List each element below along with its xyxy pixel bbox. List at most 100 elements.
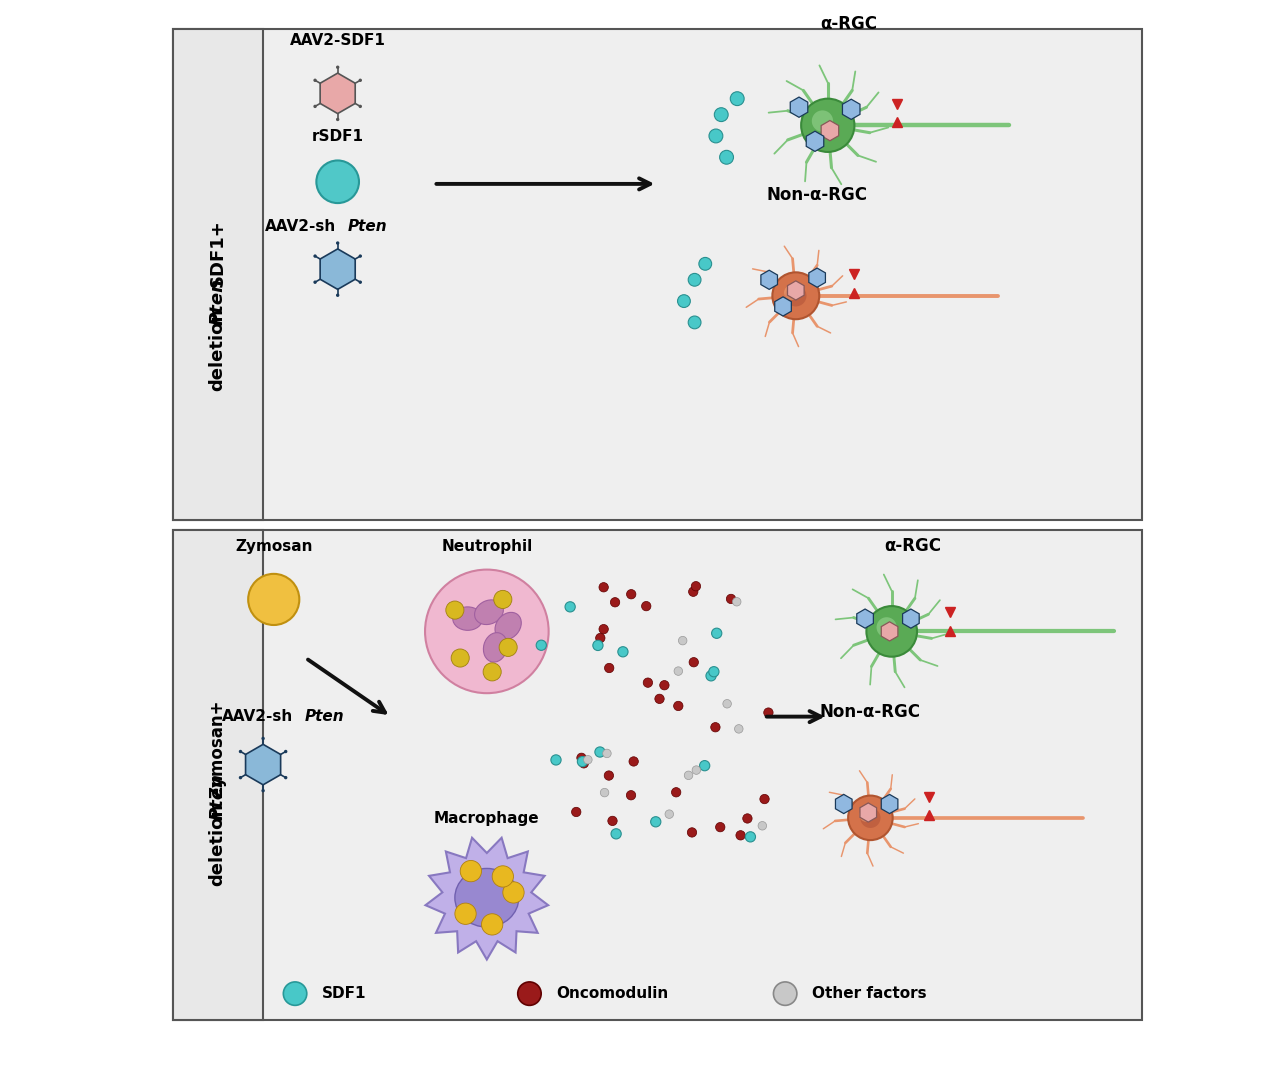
Circle shape — [261, 789, 265, 793]
Polygon shape — [806, 131, 824, 151]
Circle shape — [691, 582, 701, 591]
Circle shape — [628, 757, 639, 766]
Text: AAV2-sh: AAV2-sh — [265, 220, 336, 235]
Circle shape — [600, 788, 609, 797]
Circle shape — [660, 680, 669, 690]
Circle shape — [608, 816, 617, 826]
Circle shape — [734, 725, 743, 734]
Circle shape — [284, 982, 307, 1006]
Circle shape — [711, 629, 721, 638]
Circle shape — [627, 589, 636, 599]
Circle shape — [313, 255, 317, 258]
Circle shape — [644, 678, 653, 688]
Circle shape — [772, 272, 819, 319]
Text: SDF1: SDF1 — [322, 986, 366, 1001]
Ellipse shape — [495, 613, 522, 639]
Polygon shape — [822, 121, 838, 140]
Circle shape — [730, 92, 744, 106]
Text: Macrophage: Macrophage — [434, 811, 539, 826]
Circle shape — [537, 640, 547, 650]
Circle shape — [359, 78, 363, 82]
Text: Non-α-RGC: Non-α-RGC — [767, 186, 868, 203]
Circle shape — [812, 110, 833, 132]
FancyBboxPatch shape — [173, 29, 1142, 519]
Circle shape — [611, 829, 621, 839]
Circle shape — [692, 766, 701, 774]
Circle shape — [784, 285, 799, 300]
Polygon shape — [790, 97, 808, 118]
Polygon shape — [775, 297, 791, 316]
Text: AAV2-SDF1: AAV2-SDF1 — [290, 33, 385, 48]
Circle shape — [720, 150, 734, 164]
Circle shape — [684, 771, 693, 780]
Circle shape — [584, 755, 593, 764]
Circle shape — [239, 750, 242, 753]
Circle shape — [674, 667, 683, 676]
Circle shape — [336, 293, 340, 297]
Circle shape — [678, 295, 691, 307]
Circle shape — [261, 737, 265, 740]
FancyBboxPatch shape — [173, 29, 263, 519]
Circle shape — [700, 760, 710, 771]
Circle shape — [577, 756, 588, 767]
Circle shape — [579, 758, 589, 768]
Circle shape — [492, 865, 514, 887]
Polygon shape — [321, 73, 355, 114]
Circle shape — [733, 598, 742, 606]
Circle shape — [565, 602, 575, 612]
Circle shape — [239, 775, 242, 780]
Polygon shape — [860, 803, 876, 823]
Circle shape — [655, 694, 664, 704]
Circle shape — [595, 746, 605, 757]
Ellipse shape — [453, 607, 482, 631]
Circle shape — [641, 602, 651, 610]
Polygon shape — [881, 795, 898, 814]
Ellipse shape — [455, 869, 519, 927]
Text: Neutrophil: Neutrophil — [441, 540, 533, 555]
Text: α-RGC: α-RGC — [884, 538, 941, 556]
Polygon shape — [903, 609, 920, 629]
Circle shape — [603, 750, 612, 757]
Circle shape — [452, 649, 469, 667]
Circle shape — [460, 860, 482, 881]
Circle shape — [651, 817, 661, 827]
Circle shape — [860, 808, 874, 821]
Polygon shape — [426, 838, 548, 960]
Circle shape — [736, 831, 745, 840]
Circle shape — [709, 129, 722, 142]
Ellipse shape — [483, 633, 508, 662]
Circle shape — [758, 821, 767, 830]
Circle shape — [866, 606, 917, 657]
Polygon shape — [836, 795, 852, 814]
Circle shape — [722, 699, 731, 708]
Circle shape — [313, 281, 317, 284]
Polygon shape — [857, 609, 874, 629]
Circle shape — [688, 587, 698, 597]
Text: deletion: deletion — [209, 307, 226, 391]
Text: Pten: Pten — [209, 277, 226, 325]
Text: α-RGC: α-RGC — [820, 15, 878, 33]
Circle shape — [359, 255, 363, 258]
Circle shape — [672, 787, 681, 797]
Circle shape — [626, 790, 636, 800]
Circle shape — [336, 118, 340, 121]
Circle shape — [785, 285, 806, 306]
Circle shape — [876, 617, 897, 637]
Ellipse shape — [474, 600, 504, 624]
Circle shape — [499, 638, 518, 657]
Polygon shape — [787, 281, 804, 300]
Text: rSDF1: rSDF1 — [312, 130, 364, 145]
Circle shape — [773, 982, 796, 1006]
Circle shape — [689, 658, 698, 667]
Polygon shape — [761, 270, 777, 289]
Text: Pten: Pten — [305, 709, 345, 724]
Circle shape — [313, 78, 317, 82]
Circle shape — [455, 903, 476, 924]
Polygon shape — [321, 248, 355, 289]
Circle shape — [482, 914, 502, 935]
Circle shape — [726, 594, 735, 604]
Circle shape — [688, 273, 701, 286]
Circle shape — [715, 108, 728, 122]
Circle shape — [425, 570, 548, 693]
Circle shape — [759, 795, 770, 803]
